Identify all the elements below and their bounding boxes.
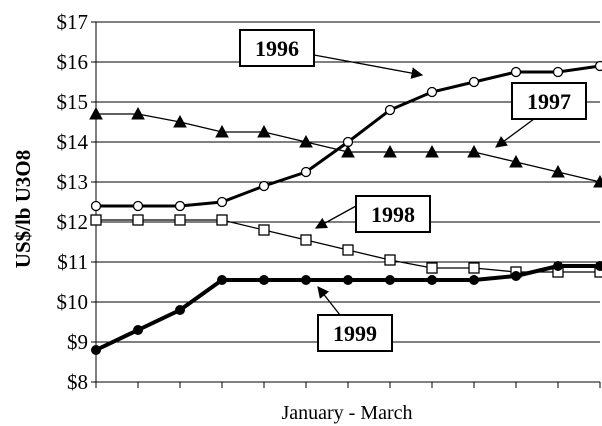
y-tick-label: $10 [57,290,89,314]
data-point [551,164,565,178]
data-point [553,261,563,271]
y-tick-label: $8 [67,370,88,394]
callout-arrow [313,54,424,79]
y-tick-label: $16 [57,50,89,74]
data-point [300,234,312,246]
callout-label: 1996 [255,36,299,61]
data-point [426,262,438,274]
grid-lines [96,21,600,343]
data-point [91,345,101,355]
y-tick-labels: $8 $9 $10 $11 $12 $13 $14 $15 $16 $17 [57,10,89,394]
y-tick-label: $11 [57,250,88,274]
data-point [427,275,437,285]
data-point [593,174,602,188]
data-point [469,275,479,285]
data-point [342,244,354,256]
data-point [383,144,397,158]
data-point [132,200,144,212]
data-point [384,104,396,116]
callout-arrow [495,118,535,148]
callout-box [317,314,393,352]
data-point [259,275,269,285]
callout-label: 1998 [371,202,415,227]
data-point [131,106,145,120]
data-point [510,66,522,78]
callout-arrow [317,286,341,316]
callout-arrow [314,205,357,229]
data-point [216,196,228,208]
y-tick-label: $14 [57,130,89,154]
data-point [341,144,355,158]
data-point [174,214,186,226]
series-1996 [90,60,602,212]
callout-1999: 1999 [317,286,393,352]
data-point [385,275,395,285]
data-point [217,275,227,285]
data-point [174,200,186,212]
data-point [343,275,353,285]
data-point [258,224,270,236]
data-point [133,325,143,335]
data-point [468,262,480,274]
data-point [90,200,102,212]
data-point [258,180,270,192]
data-point [173,114,187,128]
x-axis-title: January - March [281,402,412,424]
y-tick-label: $9 [67,330,88,354]
data-point [384,254,396,266]
data-point [595,261,602,271]
data-point [594,60,602,72]
y-tick-label: $15 [57,90,89,114]
callout-box [511,82,587,120]
callout-box [239,29,315,67]
data-point [426,86,438,98]
callout-1997: 1997 [495,82,587,148]
data-point [552,66,564,78]
data-point [511,271,521,281]
callout-1998: 1998 [314,195,431,233]
data-point [467,144,481,158]
data-point [299,134,313,148]
y-tick-label: $17 [57,10,89,34]
callout-label: 1997 [527,89,571,114]
data-point [215,124,229,138]
data-point [257,124,271,138]
data-point [175,305,185,315]
callout-1996: 1996 [239,29,424,79]
data-point [90,214,102,226]
data-point [132,214,144,226]
data-point [300,166,312,178]
series-1997 [89,106,602,188]
series-1998 [90,214,602,278]
callouts-layer: 1996 1997 1998 1999 [239,29,587,352]
y-tick-label: $12 [57,210,89,234]
series-layer [89,60,602,355]
data-point [89,106,103,120]
y-axis-title: US$/lb U3O8 [11,150,35,268]
data-point [425,144,439,158]
data-point [509,154,523,168]
data-point [216,214,228,226]
callout-label: 1999 [333,321,377,346]
series-1999 [91,261,602,355]
callout-box [355,195,431,233]
data-point [301,275,311,285]
data-point [468,76,480,88]
y-tick-label: $13 [57,170,89,194]
